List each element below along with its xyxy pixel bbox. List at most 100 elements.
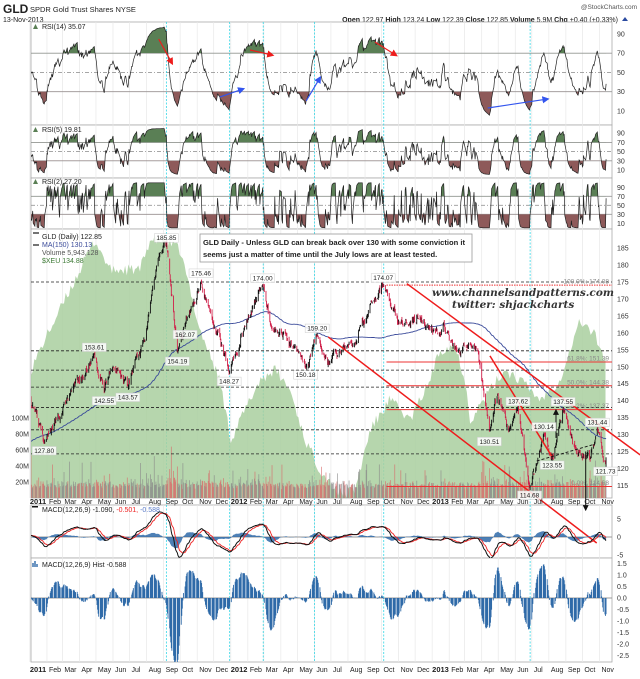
price-label-box (154, 233, 179, 243)
price-label: 130.51 (479, 439, 499, 446)
date-axis-label: May (299, 667, 313, 674)
date-axis-label: Nov (601, 667, 614, 674)
price-label-box (505, 396, 531, 406)
fib-label: 38.2%: 137.37 (567, 403, 609, 410)
price-axis-label: 175 (617, 280, 629, 287)
price-label: 162.07 (175, 332, 195, 339)
date-axis-label: Oct (182, 499, 193, 506)
price-label-box (539, 460, 565, 470)
rsi5-line (31, 128, 607, 175)
fib-label: 50.0%: 144.38 (567, 379, 609, 386)
neckline (536, 443, 596, 462)
fib-label: 100.0%: 174.08 (563, 279, 609, 286)
date-axis-label: Aug (149, 667, 162, 674)
date-axis-label: Apr (484, 499, 496, 506)
rsi14-oversold-fill (31, 91, 607, 116)
rsi5-axis-label: 70 (617, 140, 625, 147)
price-label-box (165, 356, 190, 366)
macd-axis-label: 5 (617, 517, 621, 524)
date-axis-label: Dec (216, 499, 229, 506)
fib-label: 0.0%: 114.68 (571, 480, 609, 487)
date-axis-label: Feb (250, 667, 262, 674)
date-axis-label: Oct (384, 667, 395, 674)
price-axis-label: 135 (617, 415, 629, 422)
rsi14-axis-label: 10 (617, 108, 625, 115)
date-axis-label: Mar (266, 667, 279, 674)
price-label-box (250, 273, 275, 283)
volume-axis-label: 60M (15, 448, 29, 455)
date-axis-label: Feb (451, 499, 463, 506)
rsi5-axis-label: 30 (617, 158, 625, 165)
date-axis-label: Jul (534, 667, 543, 674)
rsi14-line (31, 26, 607, 116)
price-label: 130.14 (534, 424, 554, 431)
hist-axis-label: 0.0 (617, 596, 627, 603)
price-axis-label: 180 (617, 263, 629, 270)
annotation-box: GLD Daily - Unless GLD can break back ov… (199, 233, 473, 263)
price-label: 174.00 (253, 275, 273, 282)
date-axis-label: Mar (64, 667, 77, 674)
hist-axis-label: -1.0 (617, 619, 629, 626)
price-label: 148.27 (219, 379, 239, 386)
price-label-box (593, 466, 618, 476)
rsi2-axis-label: 10 (617, 221, 625, 228)
brand-logo: @StockCharts.com (581, 4, 637, 11)
watermark-twitter: twitter: shjackcharts (452, 299, 574, 311)
price-axis-label: 160 (617, 330, 629, 337)
date-axis-label: Dec (216, 667, 229, 674)
date-axis-label: Nov (199, 667, 212, 674)
price-label: 175.46 (191, 270, 211, 277)
hist-axis-label: 1.5 (617, 561, 627, 568)
price-label: 114.68 (520, 492, 540, 499)
date-axis-label: Mar (64, 499, 77, 506)
date-axis-label: Aug (350, 667, 363, 674)
price-label-box (477, 437, 502, 447)
price-label: 127.80 (34, 448, 54, 455)
date-axis-label: Nov (199, 499, 212, 506)
macd-hist-label: MACD(12,26,9) Hist -0.588 (42, 562, 127, 569)
date-axis-label: Mar (266, 499, 279, 506)
date-axis-label: Aug (551, 667, 564, 674)
rsi-bearish-divergence-arrow (374, 41, 398, 57)
price-label: 143.57 (118, 395, 138, 402)
date-axis-label: May (98, 499, 112, 506)
volume-bars (31, 446, 607, 498)
rsi5-oversold-fill (33, 160, 607, 175)
date-axis-label: Jul (132, 499, 141, 506)
date-axis-label: Apr (81, 667, 93, 674)
rsi2-label: RSI(2) 27.20 (42, 179, 82, 186)
date-axis-label: Aug (551, 499, 564, 506)
price-label-box (172, 330, 198, 340)
symbol: GLD (3, 2, 29, 16)
date-axis-label: Feb (49, 499, 61, 506)
rsi-bearish-divergence-arrow (249, 49, 275, 58)
annotation-line-2: seems just a matter of time until the Ju… (203, 250, 437, 259)
date-axis-label: Jul (132, 667, 141, 674)
date-axis-label: Sep (568, 499, 581, 506)
price-label-box (293, 370, 318, 380)
date-axis-label: Oct (384, 499, 395, 506)
date-axis-label: May (98, 667, 112, 674)
date-axis-label: 2012 (231, 665, 248, 674)
date-axis-label: Mar (467, 499, 480, 506)
hist-axis-label: 0.5 (617, 584, 627, 591)
date-axis-label: Dec (417, 667, 430, 674)
volume-axis-label: 20M (15, 480, 29, 487)
rsi5-axis-label: 90 (617, 131, 625, 138)
hist-axis-label: -0.5 (617, 607, 629, 614)
price-label: 154.19 (167, 359, 187, 366)
price-label: 121.73 (596, 469, 616, 476)
price-label-box (304, 323, 330, 333)
rsi14-axis-label: 70 (617, 51, 625, 58)
price-label: 137.62 (508, 399, 528, 406)
volume-axis-label: 100M (11, 416, 29, 423)
price-axis-label: 140 (617, 398, 629, 405)
price-label: 174.07 (373, 275, 393, 282)
panel-frame (30, 21, 613, 126)
date-axis-label: Apr (484, 667, 496, 674)
price-label: 185.85 (156, 235, 176, 242)
rsi2-line (31, 182, 607, 229)
ohlc-readout: Open 122.97 High 123.24 Low 122.39 Close… (342, 17, 618, 24)
price-label-box (585, 417, 610, 427)
